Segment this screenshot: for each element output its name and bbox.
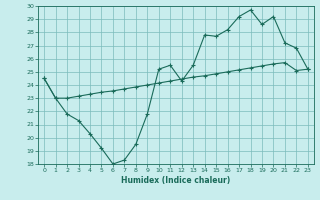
X-axis label: Humidex (Indice chaleur): Humidex (Indice chaleur) — [121, 176, 231, 185]
